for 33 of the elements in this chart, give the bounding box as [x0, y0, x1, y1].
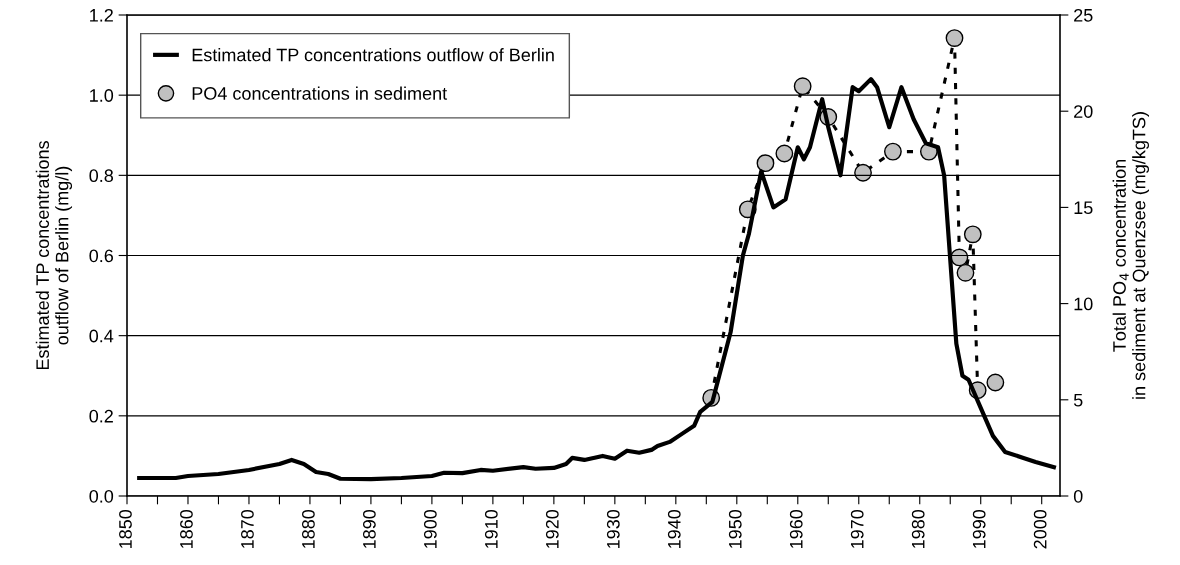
x-tick-label: 1930: [606, 509, 620, 548]
x-tick-label: 1900: [423, 509, 437, 548]
y-tick-label: 0.4: [89, 329, 114, 343]
x-tick-label: 1940: [667, 509, 681, 548]
x-tick-label: 1970: [850, 509, 864, 548]
y-tick-label: 1.2: [90, 8, 113, 22]
x-tick-label: 1920: [545, 509, 559, 548]
x-tick-label: 1910: [484, 509, 498, 548]
y-tick-label: 0.8: [89, 169, 114, 183]
x-tick-label: 1860: [180, 509, 193, 548]
y2-tick-label: 5: [1073, 393, 1083, 407]
y-tick-label: 0.0: [89, 489, 114, 503]
x-tick-label: 1870: [241, 509, 254, 548]
y-tick-label: 1.0: [90, 89, 114, 102]
x-tick-label: 1950: [728, 509, 742, 548]
y2-axis-title: Total PO$_{4}$ concentration in sediment at Quenzsee (mg/kgTS): [1112, 112, 1149, 399]
x-tick-label: 1850: [119, 509, 132, 548]
y2-tick-label: 15: [1074, 201, 1093, 215]
x-tick-label: 1960: [789, 509, 803, 548]
y2-tick-label: 0: [1073, 489, 1083, 503]
x-tick-label: 1880: [302, 509, 315, 548]
x-tick-label: 2000: [1033, 509, 1047, 549]
legend-label: Estimated TP concentrations outflow of Berlin: [192, 48, 554, 62]
y2-tick-label: 25: [1074, 8, 1093, 22]
y2-tick-label: 20: [1074, 105, 1093, 118]
legend-label: PO4 concentrations in sediment: [192, 86, 448, 100]
y2-tick-label: 10: [1074, 297, 1093, 311]
x-tick-label: 1890: [362, 509, 376, 548]
y-axis-title: Estimated TP concentrations outflow of Berlin (mg/l): [35, 141, 73, 370]
x-tick-label: 1980: [911, 509, 925, 548]
x-tick-label: 1990: [972, 509, 986, 548]
y-tick-label: 0.6: [89, 249, 114, 263]
y-tick-label: 0.2: [89, 409, 113, 423]
